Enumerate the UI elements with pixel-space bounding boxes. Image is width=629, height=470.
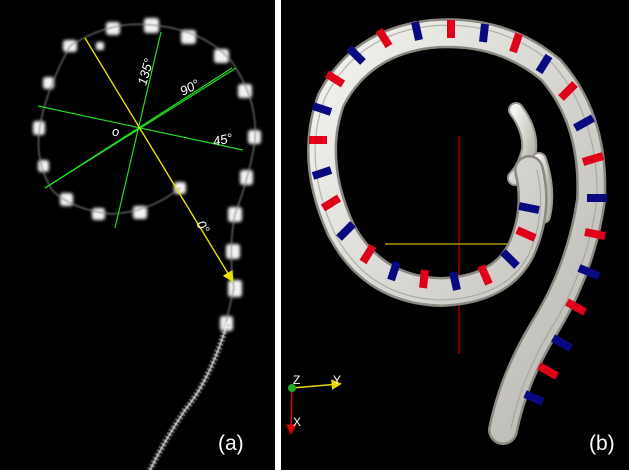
y-axis-label: Y [333, 373, 341, 387]
panel-b-label: (b) [589, 432, 615, 455]
z-axis-dot [288, 384, 296, 392]
panel-b: Z Y X (b) [281, 0, 629, 470]
filament-tail [147, 323, 230, 470]
ring-haze [37, 23, 257, 323]
panel-a: o 0° 45° 90° 135° (a) [0, 0, 275, 470]
axis-triad: Z Y X [285, 373, 342, 435]
angle-label-135: 135° [134, 57, 156, 87]
spiral-tube [307, 18, 607, 445]
origin-label: o [112, 124, 119, 139]
panel-a-label: (a) [218, 432, 244, 455]
line-90deg [114, 31, 162, 229]
z-axis-label: Z [293, 373, 300, 387]
line-135deg [44, 67, 233, 189]
angle-label-90: 90° [177, 76, 201, 98]
y-axis-arrow [291, 379, 342, 390]
reference-lines [37, 31, 244, 229]
yellow-arrow [84, 37, 234, 283]
x-axis-label: X [293, 415, 301, 429]
panel-a-image: o 0° 45° 90° 135° [33, 18, 261, 470]
angle-label-45: 45° [212, 130, 234, 149]
x-axis-arrow [285, 387, 297, 435]
panel-b-render: Z Y X [285, 18, 607, 445]
